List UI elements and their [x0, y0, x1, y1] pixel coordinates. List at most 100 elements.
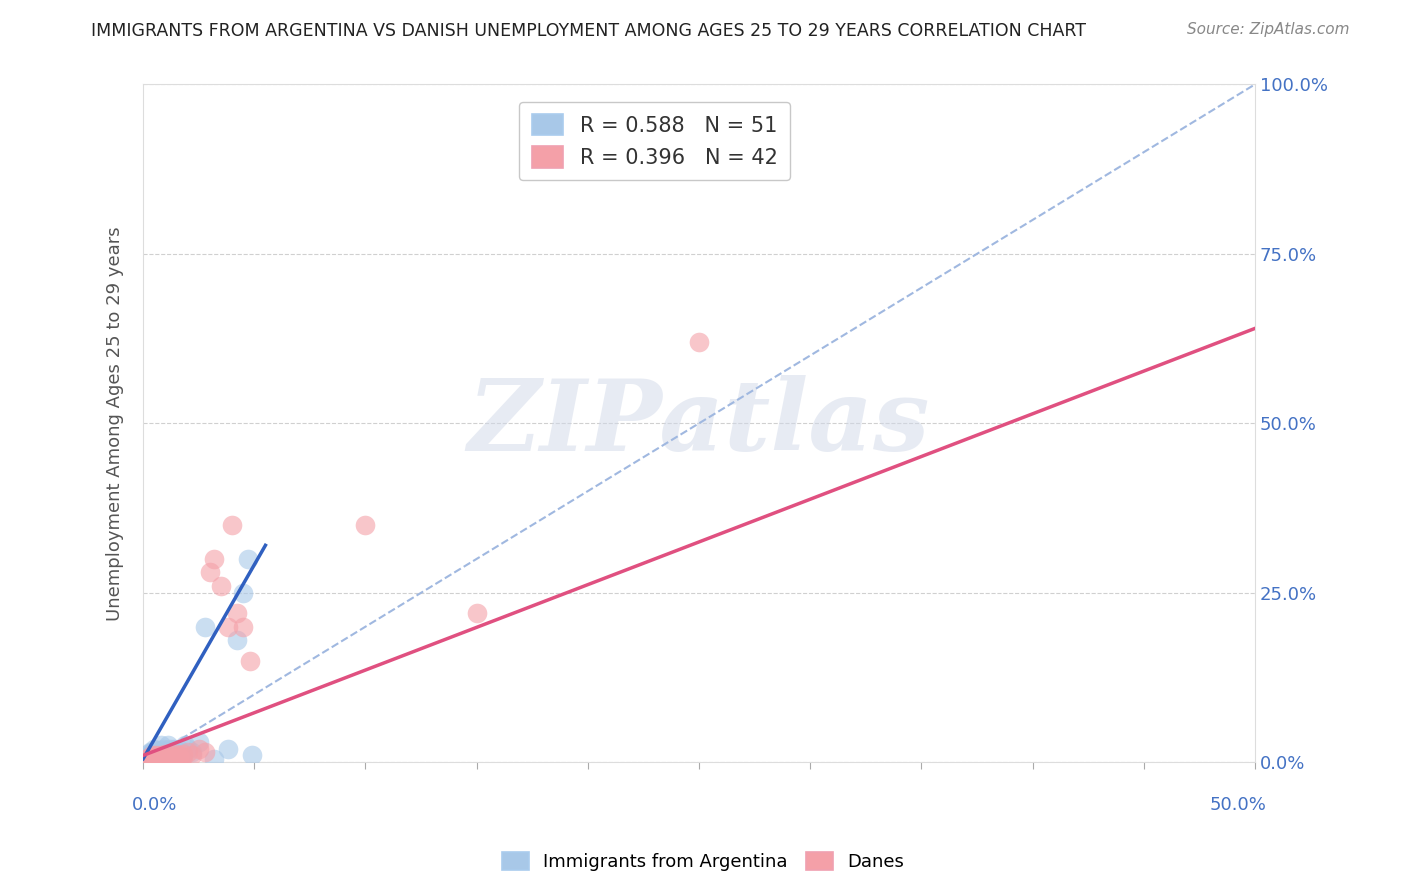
Point	[163, 741, 186, 756]
Point	[148, 752, 170, 766]
Point	[181, 748, 204, 763]
Point	[149, 743, 172, 757]
Point	[156, 748, 179, 763]
Point	[181, 745, 204, 759]
Point	[143, 749, 166, 764]
Point	[149, 749, 172, 764]
Point	[166, 752, 188, 766]
Point	[139, 745, 162, 759]
Point	[187, 741, 209, 756]
Point	[202, 552, 225, 566]
Point	[139, 752, 162, 766]
Point	[172, 749, 194, 764]
Point	[134, 752, 156, 766]
Point	[166, 752, 188, 766]
Point	[174, 739, 197, 753]
Point	[143, 748, 166, 763]
Point	[141, 752, 163, 766]
Point	[163, 749, 186, 764]
Point	[156, 739, 179, 753]
Point	[148, 748, 170, 763]
Point	[149, 739, 172, 753]
Point	[221, 518, 243, 533]
Text: IMMIGRANTS FROM ARGENTINA VS DANISH UNEMPLOYMENT AMONG AGES 25 TO 29 YEARS CORRE: IMMIGRANTS FROM ARGENTINA VS DANISH UNEM…	[91, 22, 1087, 40]
Point	[145, 749, 167, 764]
Point	[136, 749, 159, 764]
Point	[141, 748, 163, 763]
Point	[139, 752, 162, 766]
Point	[354, 518, 377, 533]
Point	[217, 741, 239, 756]
Point	[139, 748, 162, 763]
Point	[139, 749, 162, 764]
Point	[136, 752, 159, 766]
Point	[172, 748, 194, 763]
Point	[155, 747, 177, 761]
Point	[465, 606, 488, 620]
Point	[155, 752, 177, 766]
Point	[194, 620, 217, 634]
Point	[143, 752, 166, 766]
Point	[232, 586, 254, 600]
Point	[152, 741, 174, 756]
Point	[198, 566, 221, 580]
Y-axis label: Unemployment Among Ages 25 to 29 years: Unemployment Among Ages 25 to 29 years	[107, 226, 124, 621]
Point	[176, 741, 198, 756]
Point	[166, 743, 188, 757]
Point	[160, 745, 183, 759]
Point	[167, 741, 190, 756]
Point	[145, 743, 167, 757]
Point	[172, 747, 194, 761]
Point	[134, 749, 156, 764]
Point	[143, 752, 166, 766]
Text: 0.0%: 0.0%	[132, 796, 177, 814]
Point	[141, 745, 163, 759]
Point	[239, 654, 262, 668]
Point	[145, 748, 167, 763]
Point	[139, 749, 162, 764]
Point	[152, 748, 174, 763]
Point	[145, 752, 167, 766]
Point	[209, 579, 232, 593]
Point	[194, 745, 217, 759]
Point	[149, 748, 172, 763]
Point	[159, 749, 181, 764]
Point	[149, 752, 172, 766]
Point	[240, 748, 263, 763]
Point	[170, 745, 193, 759]
Text: 50.0%: 50.0%	[1209, 796, 1265, 814]
Point	[141, 748, 163, 763]
Point	[159, 741, 181, 756]
Point	[155, 745, 177, 759]
Point	[143, 749, 166, 764]
Point	[148, 745, 170, 759]
Point	[202, 752, 225, 766]
Point	[225, 606, 247, 620]
Point	[148, 749, 170, 764]
Point	[176, 745, 198, 759]
Point	[232, 620, 254, 634]
Point	[167, 748, 190, 763]
Point	[155, 752, 177, 766]
Point	[688, 334, 710, 349]
Point	[145, 747, 167, 761]
Point	[134, 752, 156, 766]
Point	[156, 752, 179, 766]
Legend: Immigrants from Argentina, Danes: Immigrants from Argentina, Danes	[495, 845, 911, 879]
Point	[187, 735, 209, 749]
Point	[166, 747, 188, 761]
Point	[136, 752, 159, 766]
Point	[143, 741, 166, 756]
Point	[148, 752, 170, 766]
Point	[225, 633, 247, 648]
Legend: R = 0.588   N = 51, R = 0.396   N = 42: R = 0.588 N = 51, R = 0.396 N = 42	[519, 102, 790, 180]
Text: ZIPatlas: ZIPatlas	[468, 375, 931, 472]
Point	[217, 620, 239, 634]
Point	[141, 752, 163, 766]
Point	[160, 748, 183, 763]
Text: Source: ZipAtlas.com: Source: ZipAtlas.com	[1187, 22, 1350, 37]
Point	[136, 747, 159, 761]
Point	[152, 749, 174, 764]
Point	[159, 749, 181, 764]
Point	[236, 552, 259, 566]
